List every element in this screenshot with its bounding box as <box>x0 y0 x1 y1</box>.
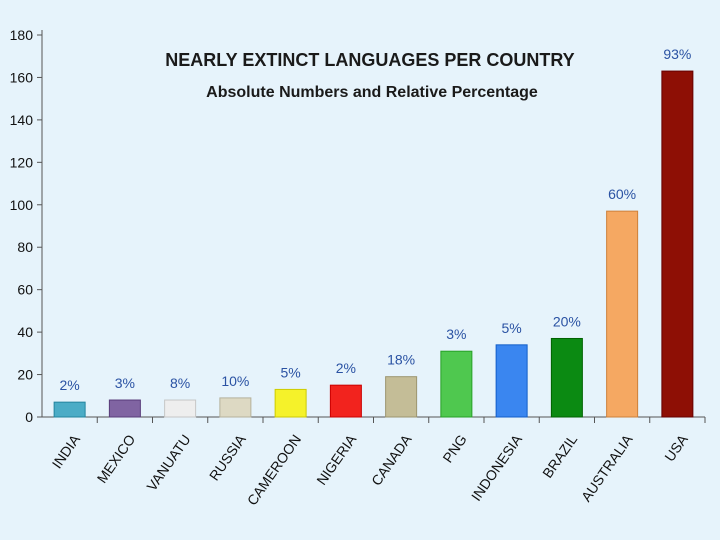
x-tick-label: INDIA <box>49 431 84 471</box>
bar-cameroon <box>274 388 307 418</box>
bar-australia <box>606 210 639 418</box>
percent-label: 20% <box>553 313 581 329</box>
percent-label: 10% <box>221 373 249 389</box>
bar-canada <box>385 376 418 418</box>
x-tick-label: CAMEROON <box>244 432 304 509</box>
percent-label: 3% <box>446 326 466 342</box>
bar-russia <box>219 397 252 418</box>
x-tick-label: INDONESIA <box>468 431 526 504</box>
x-tick-label: MEXICO <box>94 431 139 486</box>
y-tick-label: 0 <box>25 409 33 425</box>
bar-nigeria <box>329 384 362 418</box>
percent-label: 5% <box>502 320 522 336</box>
percent-label: 60% <box>608 186 636 202</box>
x-tick-label: AUSTRALIA <box>578 431 636 504</box>
x-tick-label: CANADA <box>368 431 415 489</box>
y-tick-label: 40 <box>17 324 33 340</box>
y-tick-label: 120 <box>10 154 34 170</box>
y-tick-label: 80 <box>17 239 33 255</box>
chart-subtitle: Absolute Numbers and Relative Percentage <box>206 84 538 101</box>
x-tick-label: PNG <box>439 432 470 466</box>
bar-usa <box>661 70 694 418</box>
bar-brazil <box>550 337 583 418</box>
y-tick-label: 140 <box>10 112 34 128</box>
percent-label: 5% <box>281 364 301 380</box>
axes: 0 20 40 60 80 100 120 140 160 180 <box>10 27 706 425</box>
y-tick-label: 20 <box>17 367 33 383</box>
y-tick-label: 180 <box>10 27 34 43</box>
bar-png <box>440 350 473 418</box>
percent-label: 8% <box>170 375 190 391</box>
percent-label: 93% <box>663 46 691 62</box>
labels: 2% INDIA 3% MEXICO 8% VANUATU 10% RUSSIA 5% CAMER… <box>49 46 692 508</box>
percent-label: 2% <box>60 377 80 393</box>
percent-label: 18% <box>387 352 415 368</box>
x-tick-label: NIGERIA <box>313 431 360 488</box>
x-tick-label: USA <box>661 431 691 464</box>
bars <box>53 70 694 418</box>
bar-mexico <box>108 399 141 418</box>
chart-title: NEARLY EXTINCT LANGUAGES PER COUNTRY <box>165 50 574 70</box>
percent-label: 2% <box>336 360 356 376</box>
x-tick-label: BRAZIL <box>539 431 580 481</box>
bar-indonesia <box>495 344 528 418</box>
x-tick-label: VANUATU <box>143 432 193 494</box>
bar-vanuatu <box>164 399 197 418</box>
bar-india <box>53 401 86 418</box>
y-tick-label: 100 <box>10 197 34 213</box>
y-tick-label: 160 <box>10 69 34 85</box>
percent-label: 3% <box>115 375 135 391</box>
y-tick-label: 60 <box>17 282 33 298</box>
x-tick-label: RUSSIA <box>206 431 249 483</box>
